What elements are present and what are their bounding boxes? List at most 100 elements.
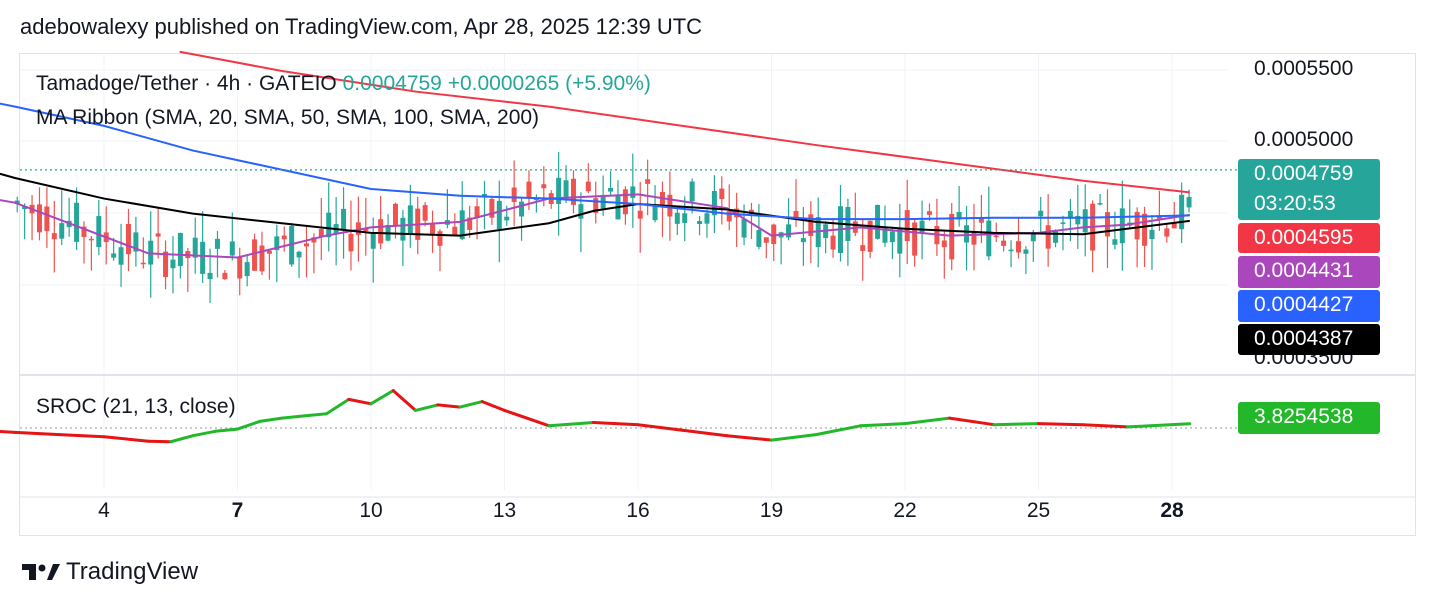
candle-body	[763, 237, 769, 243]
sroc-line-segment	[302, 412, 328, 418]
candle-body	[155, 233, 161, 237]
sroc-line-segment	[325, 397, 351, 416]
candle-body	[808, 214, 814, 237]
sroc-tag-value: 3.8254538	[1254, 405, 1354, 428]
candle-body	[163, 251, 169, 278]
sroc-line-segment	[859, 422, 907, 428]
sroc-line-segment	[592, 421, 640, 427]
tradingview-footer[interactable]: TradingView	[20, 558, 198, 586]
sroc-line-segment	[169, 434, 195, 444]
candle-body	[971, 231, 977, 245]
last-price-tag: 0.0004759 03:20:53	[1238, 159, 1380, 220]
candle-body	[697, 221, 703, 225]
sroc-line-segment	[458, 400, 484, 409]
candle-body	[949, 213, 955, 260]
sroc-tag: 3.8254538	[1238, 402, 1380, 434]
candle-body	[578, 204, 584, 219]
sroc-line-segment	[948, 416, 996, 427]
sroc-line-segment	[903, 416, 951, 426]
candle-body	[1075, 215, 1081, 225]
candle-body	[904, 210, 910, 242]
candle-body	[726, 211, 732, 222]
sroc-line-segment	[525, 416, 551, 428]
candle-body	[467, 217, 473, 230]
sroc-line-segment	[547, 421, 595, 428]
candle-body	[593, 198, 599, 213]
candle-body	[74, 202, 80, 242]
sma50-tag-value: 0.0004387	[1254, 327, 1354, 350]
sroc-line-segment	[191, 429, 217, 438]
candle-body	[363, 228, 369, 232]
time-axis-label: 16	[626, 499, 649, 522]
candle-body	[964, 225, 970, 243]
candle-body	[36, 204, 42, 233]
candle-body	[1082, 209, 1088, 233]
candle-body	[430, 224, 436, 236]
sroc-line-segment	[280, 414, 306, 420]
candle-body	[645, 179, 651, 184]
footer-brand: TradingView	[66, 558, 199, 585]
sroc-line-segment	[436, 403, 462, 409]
candle-body	[1149, 229, 1155, 240]
ma-line-sma-50	[0, 172, 1190, 237]
candle-body	[956, 212, 962, 220]
candle-body	[511, 187, 517, 202]
candle-body	[481, 193, 487, 197]
sma50-tag: 0.0004387	[1238, 324, 1380, 355]
sroc-line-segment	[258, 416, 284, 423]
candle-body	[585, 181, 591, 192]
candle-body	[993, 235, 999, 238]
candle-body	[1008, 249, 1014, 252]
candle-body	[496, 200, 502, 230]
sroc-line-segment	[814, 424, 862, 437]
sroc-line-segment	[369, 389, 395, 406]
sroc-line-segment	[213, 427, 239, 433]
candle-body	[526, 181, 532, 199]
candle-body	[1156, 217, 1162, 219]
candle-body	[556, 177, 562, 204]
sma100-tag-value: 0.0004427	[1254, 293, 1354, 316]
sma100-tag: 0.0004427	[1238, 290, 1380, 322]
sroc-line-segment	[1081, 423, 1129, 429]
candle-body	[296, 251, 302, 258]
candle-body	[1186, 197, 1192, 208]
sroc-line-segment	[725, 434, 773, 442]
sroc-line-segment	[102, 435, 150, 443]
last-price-tag-value: 0.0004759	[1254, 162, 1354, 185]
sroc-line-segment	[681, 428, 729, 438]
sma20-tag: 0.0004431	[1238, 256, 1380, 288]
sroc-legend: SROC (21, 13, close)	[36, 395, 236, 418]
candle-body	[170, 259, 176, 269]
ma-line-sma-200	[179, 50, 1190, 194]
countdown-tag: 03:20:53	[1254, 192, 1336, 215]
last-price-legend: 0.0004759	[342, 72, 442, 95]
candle-body	[200, 241, 206, 274]
candle-body	[830, 235, 836, 250]
candle-body	[622, 189, 628, 215]
candle-body	[608, 187, 614, 192]
candle-body	[311, 237, 317, 243]
chart-frame	[19, 53, 1416, 536]
candle-body	[504, 216, 510, 221]
candle-body	[437, 231, 443, 246]
publish-header: adebowalexy published on TradingView.com…	[20, 14, 703, 39]
candle-body	[1179, 194, 1185, 230]
candle-body	[533, 198, 539, 201]
candle-body	[875, 204, 881, 239]
candle-body	[1053, 231, 1059, 243]
symbol-title: Tamadoge/Tether · 4h · GATEIO	[36, 72, 337, 95]
sroc-line-segment	[391, 389, 417, 412]
candle-body	[244, 262, 250, 277]
candle-body	[741, 218, 747, 238]
candle-body	[1045, 225, 1051, 249]
candle-body	[1097, 203, 1103, 205]
candle-body	[22, 206, 28, 210]
candle-body	[897, 227, 903, 254]
candle-body	[1104, 212, 1110, 237]
candle-body	[986, 220, 992, 257]
candle-body	[44, 206, 50, 232]
candle-body	[919, 220, 925, 233]
price-tick-high: 0.0005500	[1254, 57, 1354, 80]
candle-body	[229, 241, 235, 256]
